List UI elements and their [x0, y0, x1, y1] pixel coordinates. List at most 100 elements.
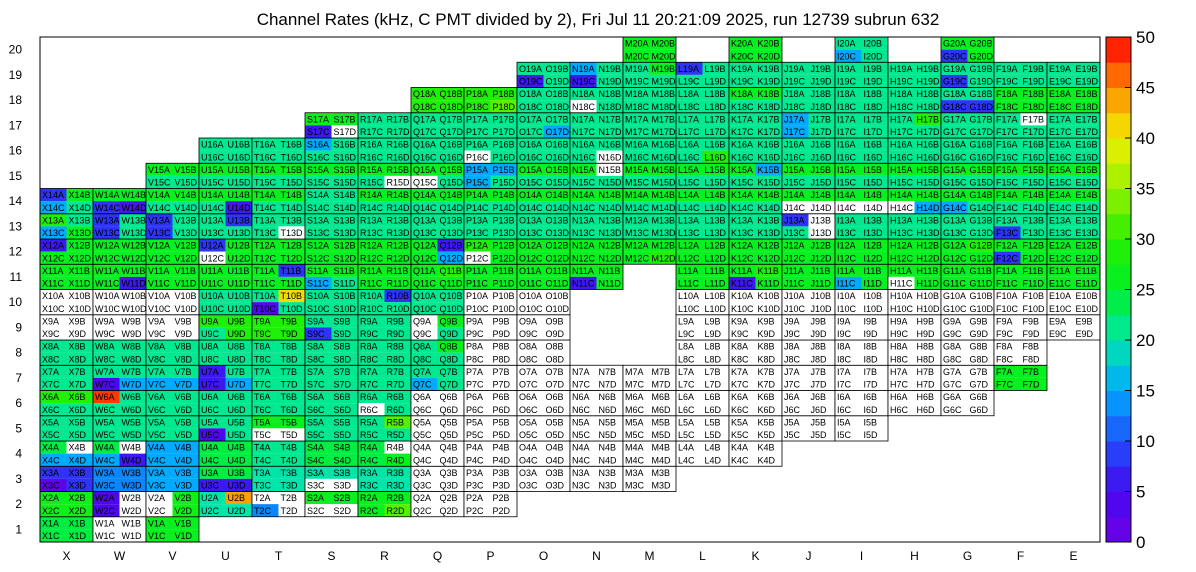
channel-label: Q14B	[440, 190, 463, 200]
channel-label: X5B	[69, 417, 86, 427]
channel-label: O5A	[519, 417, 537, 427]
channel-label: O10C	[519, 304, 543, 314]
channel-label: V15D	[175, 178, 198, 188]
color-scale-label: 30	[1136, 230, 1155, 249]
channel-label: P11A	[466, 266, 487, 276]
channel-cell	[941, 175, 968, 189]
channel-label: K18B	[758, 89, 780, 99]
channel-label: L4C	[678, 455, 695, 465]
channel-label: O10A	[519, 291, 542, 301]
channel-cell	[755, 37, 782, 50]
channel-cell	[676, 289, 703, 303]
channel-cell	[119, 491, 146, 505]
channel-cell	[808, 251, 835, 265]
channel-cell	[358, 175, 385, 189]
channel-cell	[596, 365, 623, 378]
channel-label: L12D	[705, 253, 727, 263]
channel-cell	[278, 150, 305, 164]
channel-cell	[278, 188, 305, 202]
channel-label: R8A	[360, 342, 378, 352]
channel-cell	[252, 441, 279, 454]
channel-label: T9A	[254, 316, 271, 326]
channel-label: Q11A	[413, 266, 435, 276]
channel-cell	[782, 125, 809, 139]
channel-label: F11B	[1023, 266, 1044, 276]
channel-label: O11D	[546, 279, 569, 289]
channel-label: O4A	[519, 443, 537, 453]
channel-label: F11D	[1023, 279, 1045, 289]
channel-label: O9D	[546, 329, 565, 339]
channel-cell	[490, 340, 517, 353]
channel-label: U4C	[201, 455, 220, 465]
channel-cell	[729, 441, 756, 454]
channel-cell	[437, 175, 464, 189]
channel-label: W13C	[95, 228, 121, 238]
channel-label: T14A	[254, 190, 276, 200]
channel-label: W11A	[95, 266, 119, 276]
channel-cell	[755, 453, 782, 467]
channel-label: G19B	[970, 64, 993, 74]
channel-label: E16A	[1049, 140, 1071, 150]
channel-label: P6C	[466, 405, 484, 415]
channel-cell	[384, 428, 411, 442]
channel-cell	[1073, 163, 1100, 176]
channel-cell	[172, 428, 199, 442]
channel-label: U10D	[228, 304, 252, 314]
channel-cell	[649, 37, 676, 50]
channel-cell	[649, 226, 676, 240]
channel-cell	[888, 226, 915, 240]
channel-label: S12D	[334, 253, 357, 263]
channel-cell	[1020, 302, 1047, 315]
channel-label: R11C	[360, 279, 383, 289]
channel-label: O9B	[546, 316, 564, 326]
channel-cell	[914, 264, 941, 277]
channel-cell	[464, 314, 491, 328]
channel-cell	[66, 188, 93, 202]
channel-cell	[676, 302, 703, 315]
channel-label: E15C	[1049, 178, 1072, 188]
channel-cell	[172, 453, 199, 467]
channel-label: G20A	[943, 39, 966, 49]
channel-label: X1D	[69, 531, 87, 541]
channel-label: U11D	[228, 279, 251, 289]
channel-cell	[146, 314, 173, 328]
channel-label: I6C	[837, 405, 852, 415]
channel-cell	[172, 466, 199, 479]
channel-label: W14C	[95, 203, 121, 213]
channel-cell	[252, 150, 279, 164]
channel-cell	[358, 466, 385, 479]
channel-label: H8D	[917, 354, 936, 364]
channel-cell	[1020, 138, 1047, 151]
channel-cell	[967, 302, 994, 315]
channel-label: H17B	[917, 114, 940, 124]
channel-label: G16D	[970, 152, 994, 162]
color-scale-label: 5	[1136, 483, 1145, 502]
channel-label: M16C	[625, 152, 650, 162]
channel-label: F13D	[1023, 228, 1046, 238]
channel-cell	[437, 112, 464, 126]
channel-label: G15B	[970, 165, 993, 175]
channel-cell	[914, 327, 941, 341]
channel-cell	[888, 403, 915, 416]
channel-cell	[861, 289, 888, 303]
channel-label: Q15A	[413, 165, 436, 175]
channel-cell	[729, 188, 756, 202]
channel-cell	[252, 352, 279, 366]
channel-cell	[914, 100, 941, 113]
channel-cell	[225, 390, 252, 404]
channel-cell	[358, 403, 385, 416]
channel-label: H18C	[890, 102, 914, 112]
channel-cell	[1020, 201, 1047, 214]
channel-cell	[623, 478, 650, 492]
channel-label: H14A	[890, 190, 913, 200]
channel-label: L18B	[705, 89, 726, 99]
channel-label: U3C	[201, 481, 220, 491]
channel-label: G12A	[943, 241, 966, 251]
channel-cell	[596, 112, 623, 126]
